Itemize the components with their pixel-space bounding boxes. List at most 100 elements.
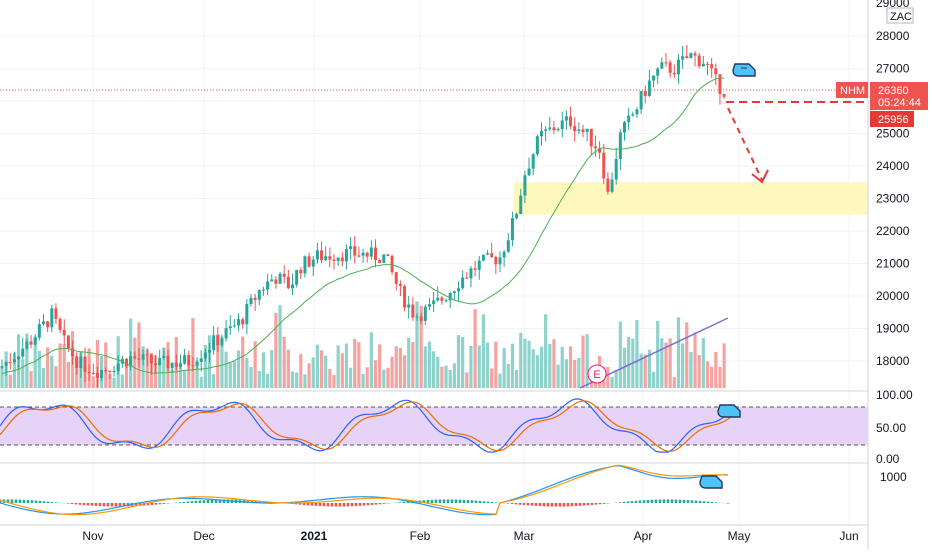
macd-hist-bar xyxy=(543,503,546,506)
candle-body xyxy=(104,370,107,371)
volume-bar xyxy=(212,374,215,388)
y-tick-label: 21000 xyxy=(876,257,910,271)
volume-bar xyxy=(303,374,306,388)
volume-bar xyxy=(104,342,107,388)
candle-body xyxy=(635,109,638,114)
macd-hist-bar xyxy=(191,501,194,503)
candle-body xyxy=(432,300,435,304)
macd-hist-bar xyxy=(635,501,638,503)
macd-hist-bar xyxy=(447,499,450,503)
candle-body xyxy=(640,91,643,109)
volume-bar xyxy=(478,345,481,388)
candle-body xyxy=(681,56,684,59)
candle-body xyxy=(503,252,506,258)
macd-hist-bar xyxy=(523,503,526,505)
candle-body xyxy=(374,247,377,260)
candle-body xyxy=(665,62,668,63)
candle-body xyxy=(324,256,327,260)
candle-body xyxy=(258,290,261,300)
volume-bar xyxy=(278,305,281,388)
macd-hist-bar xyxy=(539,503,542,506)
macd-hist-bar xyxy=(343,503,346,507)
candle-body xyxy=(453,291,456,293)
x-tick-label: 2021 xyxy=(301,529,328,543)
macd-hist-bar xyxy=(675,500,678,503)
volume-bar xyxy=(714,352,717,388)
volume-bar xyxy=(424,346,427,388)
macd-hist-bar xyxy=(71,503,74,504)
volume-bar xyxy=(374,360,377,388)
candle-body xyxy=(606,178,609,191)
volume-bar xyxy=(544,314,547,388)
volume-bar xyxy=(299,354,302,388)
macd-hist-bar xyxy=(711,502,714,503)
volume-bar xyxy=(490,368,493,388)
macd-hist-bar xyxy=(319,503,322,506)
volume-bar xyxy=(29,371,32,388)
candle-body xyxy=(590,129,593,147)
macd-hist-bar xyxy=(547,503,550,506)
volume-bar xyxy=(581,336,584,388)
candle-body xyxy=(96,373,99,378)
macd-hist-bar xyxy=(19,500,22,503)
volume-bar xyxy=(237,351,240,388)
volume-bar xyxy=(395,346,398,388)
candle-body xyxy=(602,153,605,179)
volume-bar xyxy=(378,344,381,388)
macd-hist-bar xyxy=(639,500,642,503)
candle-body xyxy=(175,363,178,367)
macd-hist-bar xyxy=(435,500,438,503)
macd-hist-bar xyxy=(491,502,494,503)
volume-bar xyxy=(320,350,323,388)
macd-hist-bar xyxy=(623,502,626,503)
candle-body xyxy=(611,179,614,191)
volume-bar xyxy=(644,355,647,388)
macd-hist-bar xyxy=(179,502,182,503)
volume-bar xyxy=(565,359,568,388)
candle-body xyxy=(623,122,626,132)
candle-body xyxy=(92,373,95,374)
volume-bar xyxy=(349,368,352,388)
candle-body xyxy=(615,159,618,179)
candle-body xyxy=(250,298,253,304)
candle-body xyxy=(303,256,306,273)
y-tick-label: 27000 xyxy=(876,62,910,76)
macd-hand-icon xyxy=(700,476,722,488)
macd-hist-bar xyxy=(671,499,674,503)
candle-body xyxy=(586,129,589,132)
candle-body xyxy=(353,246,356,255)
macd-hist-bar xyxy=(603,503,606,504)
candle-body xyxy=(366,253,369,257)
volume-bar xyxy=(283,337,286,388)
candle-body xyxy=(702,64,705,67)
volume-bar xyxy=(577,358,580,388)
volume-bar xyxy=(428,342,431,388)
candle-body xyxy=(204,353,207,359)
volume-bar xyxy=(407,338,410,388)
macd-hist-bar xyxy=(439,500,442,503)
macd-hist-bar xyxy=(35,501,38,503)
macd-hist-bar xyxy=(487,502,490,503)
candle-body xyxy=(17,357,20,360)
candle-body xyxy=(84,357,87,372)
volume-bar xyxy=(723,343,726,388)
macd-hist-bar xyxy=(23,500,26,503)
volume-bar xyxy=(507,364,510,388)
rsi-tick-label: 50.00 xyxy=(876,421,906,435)
volume-bar xyxy=(693,332,696,388)
macd-hist-bar xyxy=(91,503,94,506)
candle-body xyxy=(386,254,389,256)
volume-bar xyxy=(370,332,373,388)
macd-hist-bar xyxy=(331,503,334,507)
candle-body xyxy=(486,253,489,254)
macd-hist-bar xyxy=(211,500,214,503)
candle-body xyxy=(150,355,153,364)
candle-body xyxy=(291,285,294,289)
candle-body xyxy=(233,325,236,326)
level-label: 25956 xyxy=(878,114,909,126)
macd-hist-bar xyxy=(307,503,310,505)
candle-body xyxy=(490,253,493,257)
macd-hist-bar xyxy=(83,503,86,505)
